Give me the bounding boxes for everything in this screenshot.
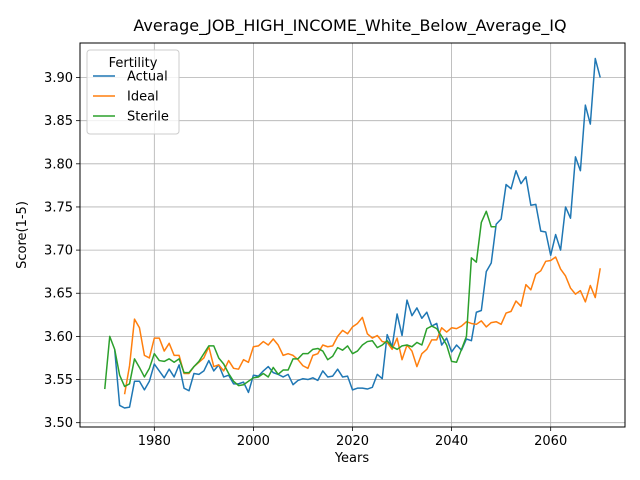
y-axis: 3.50 3.55 3.60 3.65 3.70 3.75 3.80 3.85 3.90 (44, 71, 80, 431)
y-tick-label: 3.90 (44, 71, 73, 86)
y-tick-label: 3.60 (44, 330, 73, 345)
y-tick-label: 3.85 (44, 114, 73, 129)
y-tick-label: 3.80 (44, 157, 73, 172)
legend: Fertility Actual Ideal Sterile (86, 49, 180, 135)
series-line-ideal (123, 256, 601, 395)
y-axis-title: Score(1-5) (15, 201, 30, 269)
x-axis-title: Years (334, 451, 370, 466)
legend-label-actual: Actual (127, 70, 168, 85)
legend-label-sterile: Sterile (127, 110, 169, 125)
legend-box (86, 49, 180, 135)
y-tick-label: 3.55 (44, 373, 73, 388)
y-tick-label: 3.65 (44, 287, 73, 302)
x-tick-label: 1980 (138, 434, 171, 449)
y-tick-label: 3.70 (44, 244, 73, 259)
series-line-actual (113, 57, 601, 409)
x-tick-label: 2040 (435, 434, 468, 449)
y-tick-label: 3.75 (44, 200, 73, 215)
series-layer (104, 57, 601, 409)
x-tick-label: 2000 (237, 434, 270, 449)
x-axis: 1980 2000 2020 2040 2060 (138, 427, 567, 449)
chart-title: Average_JOB_HIGH_INCOME_White_Below_Aver… (133, 16, 566, 36)
legend-label-ideal: Ideal (127, 90, 159, 105)
x-tick-label: 2020 (336, 434, 369, 449)
x-tick-label: 2060 (534, 434, 567, 449)
y-tick-label: 3.50 (44, 416, 73, 431)
series-line-sterile (104, 210, 497, 390)
legend-title: Fertility (109, 56, 158, 71)
